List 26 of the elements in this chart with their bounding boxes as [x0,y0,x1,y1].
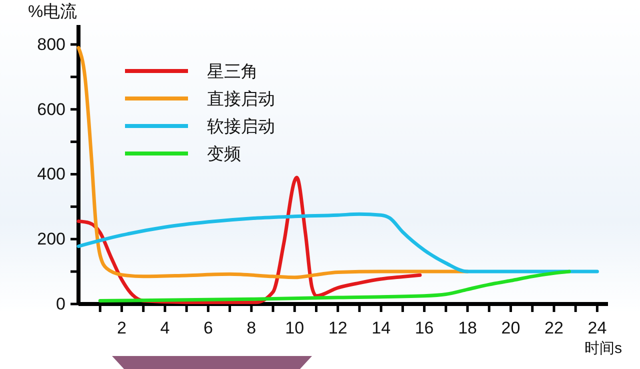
x-tick-label: 18 [458,318,477,338]
x-tick-label: 24 [588,318,607,338]
x-tick-label: 6 [203,318,213,338]
line-series [98,270,571,303]
legend-label: 直接启动 [207,90,275,108]
x-tick-label: 8 [246,318,256,338]
x-tick-label: 14 [372,318,391,338]
x-tick-label: 20 [501,318,520,338]
x-tick-label: 16 [414,318,434,338]
line-series [76,46,470,280]
y-axis-title: %电流 [28,2,78,21]
legend-label: 软接启动 [207,117,275,136]
y-tick-label: 800 [37,34,66,54]
legend-label: 变频 [207,144,241,164]
legend-label: 星三角 [207,62,258,81]
y-tick-label: 400 [37,164,66,184]
x-tick-label: 10 [285,318,304,338]
y-tick-label: 200 [37,230,66,249]
x-axis-title: 时间s [584,340,622,357]
line-series [76,212,599,274]
y-tick-label: 600 [37,100,66,119]
x-tick-label: 12 [328,318,348,338]
x-tick-label: 22 [544,318,564,338]
x-tick-label: 2 [116,318,126,338]
y-tick-label: 0 [56,294,66,314]
x-tick-label: 4 [160,318,170,338]
